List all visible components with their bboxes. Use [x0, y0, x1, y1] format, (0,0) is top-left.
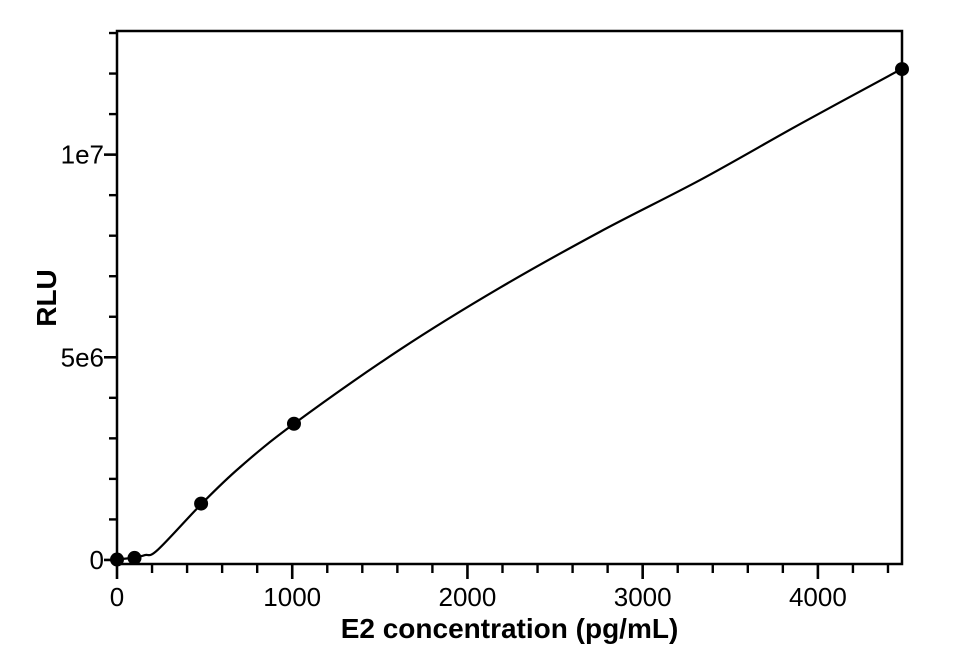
y-axis-title: RLU	[31, 269, 62, 327]
y-tick-label: 5e6	[61, 342, 104, 372]
x-axis-title: E2 concentration (pg/mL)	[340, 613, 679, 644]
x-tick-label: 1000	[263, 582, 321, 612]
data-point-marker	[895, 62, 909, 77]
x-tick-label: 2000	[439, 582, 497, 612]
y-tick-label: 1e7	[61, 140, 104, 170]
x-tick-label: 4000	[789, 582, 847, 612]
data-point-marker	[194, 496, 209, 511]
x-tick-label: 0	[110, 582, 124, 612]
calibration-curve-line	[116, 67, 903, 561]
x-tick-label: 3000	[614, 582, 672, 612]
plot-frame	[115, 29, 904, 566]
y-tick-label: 0	[90, 545, 104, 575]
data-point-marker	[286, 416, 301, 431]
data-point-marker	[110, 552, 124, 567]
data-point-marker	[127, 550, 142, 565]
